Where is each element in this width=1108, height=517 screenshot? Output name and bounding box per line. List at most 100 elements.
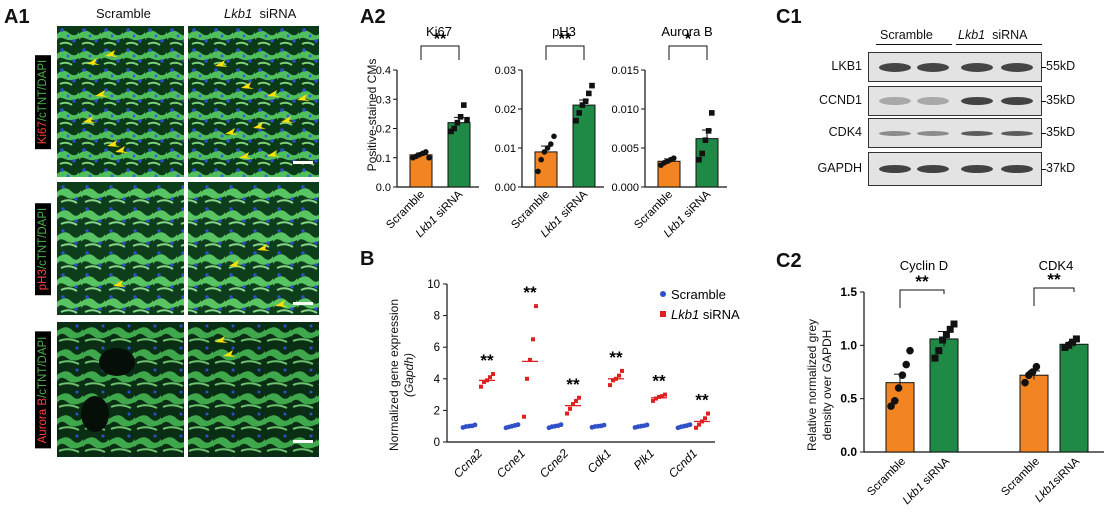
c1-size-tick (1041, 169, 1046, 170)
a1-arrows-ph3 (113, 244, 288, 307)
b-point-lkb1 (565, 411, 569, 416)
b-point-lkb1 (479, 384, 483, 389)
a2-y-tick-label: 0.2 (376, 124, 391, 136)
b-chart: 0 2 4 6 8 10 ** Ccna2 ** Ccne1 ** Ccne2 ** Cdk1 ** Plk1… (427, 279, 740, 481)
b-point-lkb1 (482, 379, 486, 384)
c2-point-lkb1 (1072, 335, 1080, 343)
b-category-label: Ccne2 (537, 446, 572, 481)
c2-point-scramble (898, 371, 907, 379)
b-point-lkb1 (611, 378, 615, 383)
a1-arrows-aurorab (215, 336, 236, 357)
c1-protein-label: LKB1 (831, 59, 862, 73)
a2-point-scramble (535, 168, 541, 175)
a2-y-tick-label: 0.01 (495, 143, 516, 155)
a1-row-marker-ki67: Ki67 (37, 120, 49, 144)
c2-bar (1019, 374, 1049, 453)
b-point-lkb1 (697, 422, 701, 427)
b-point-lkb1 (568, 406, 572, 411)
c2-y-tick-label: 0.0 (840, 445, 857, 459)
a2-category-label-part: siRNA (679, 188, 713, 222)
b-y-tick-label: 2 (434, 405, 440, 417)
c1-band (879, 62, 911, 72)
b-point-lkb1 (703, 416, 707, 421)
a1-column-sirna: siRNA (259, 6, 297, 21)
b-significance-stars: ** (609, 348, 623, 367)
a2-point-scramble (671, 155, 677, 161)
c2-category-label-part: siRNA (1051, 455, 1083, 487)
a2-point-lkb1 (457, 114, 464, 120)
b-point-lkb1 (651, 398, 655, 403)
b-category-label: Cdk1 (584, 446, 614, 476)
c1-blot-strip (868, 86, 1042, 116)
c2-point-lkb1 (935, 347, 943, 355)
a2-bar (572, 104, 596, 188)
a2-point-scramble (423, 149, 429, 155)
a2-y-tick-label: 0.010 (611, 104, 639, 116)
c2-category-label-part: Scramble (999, 456, 1042, 499)
c1-blot-strip (868, 52, 1042, 82)
b-point-lkb1 (531, 337, 535, 342)
c1-band (961, 97, 993, 105)
a1-row-stains-aurorab: /cTNT/DAPI (37, 336, 49, 398)
a2-category-label-part: siRNA (431, 188, 465, 222)
a2-y-tick-label: 0.03 (495, 65, 516, 77)
b-legend-gene: Lkb1 (671, 307, 703, 322)
c2-point-scramble (902, 360, 910, 369)
c1-size-label: 37kD (1046, 161, 1076, 175)
c2-point-scramble (1021, 378, 1029, 387)
a2-point-lkb1 (448, 128, 454, 135)
a1-row-label-aurorab: Aurora B/cTNT/DAPI (33, 322, 53, 457)
a2-point-lkb1 (576, 110, 582, 116)
a2-point-lkb1 (582, 98, 589, 104)
a2-y-tick-label: 0.000 (611, 182, 639, 194)
c1-protein-label: CCND1 (818, 93, 862, 107)
c2-y-tick-label: 1.5 (840, 285, 857, 299)
a2-significance-bracket (668, 45, 708, 60)
c2-category-label: Scramble (999, 456, 1042, 499)
c1-size-tick (1041, 101, 1046, 102)
b-point-lkb1 (663, 392, 667, 397)
b-point-lkb1 (657, 394, 661, 399)
c2-group-title: Cyclin D (900, 258, 948, 273)
a2-significance-stars: * (685, 31, 692, 48)
c1-group-sirna: siRNA (992, 28, 1028, 42)
c1-band (879, 97, 911, 105)
c1-size-label: 35kD (1046, 93, 1076, 107)
panel-label-c2: C2 (776, 250, 802, 272)
a2-significance-stars: ** (434, 31, 447, 48)
c1-group-gene: Lkb1 (958, 28, 986, 42)
c1-band (917, 165, 949, 173)
c1-protein-label: GAPDH (817, 161, 862, 175)
c2-y-tick-label: 1.0 (840, 338, 857, 352)
c2-point-lkb1 (1065, 341, 1073, 349)
a2-point-lkb1 (696, 156, 702, 163)
c2-significance-stars: ** (915, 272, 929, 291)
a1-arrows-ki67 (83, 50, 310, 159)
c1-size-label: 35kD (1046, 125, 1076, 139)
b-point-lkb1 (534, 304, 538, 309)
b-significance-stars: ** (480, 351, 494, 370)
b-significance-stars: ** (523, 283, 537, 302)
b-y-tick-label: 8 (434, 311, 440, 323)
a1-row-marker-aurorab: Aurora B (37, 397, 49, 443)
c2-point-scramble (891, 397, 899, 405)
c1-group-line-scramble (876, 44, 952, 45)
a2-chart-title: Ki67 (426, 24, 452, 39)
c2-significance-bracket (899, 289, 945, 308)
a1-column-scramble: Scramble (96, 6, 151, 21)
a1-row-stains-ki67: /cTNT/DAPI (37, 59, 49, 121)
b-significance-stars: ** (652, 372, 666, 391)
a2-point-scramble (426, 154, 432, 161)
c1-band (961, 130, 993, 136)
b-point-lkb1 (706, 411, 710, 416)
c1-band (879, 130, 911, 136)
c2-significance-stars: ** (1047, 270, 1061, 289)
a2-point-scramble (551, 133, 557, 140)
c2-point-scramble (1028, 368, 1037, 376)
b-category-label: Ccne1 (494, 446, 528, 480)
c1-protein-label: CDK4 (828, 125, 862, 139)
c2-point-lkb1 (942, 331, 950, 339)
a2-point-lkb1 (702, 137, 709, 143)
a2-point-lkb1 (709, 110, 715, 116)
c2-bar (885, 382, 915, 453)
